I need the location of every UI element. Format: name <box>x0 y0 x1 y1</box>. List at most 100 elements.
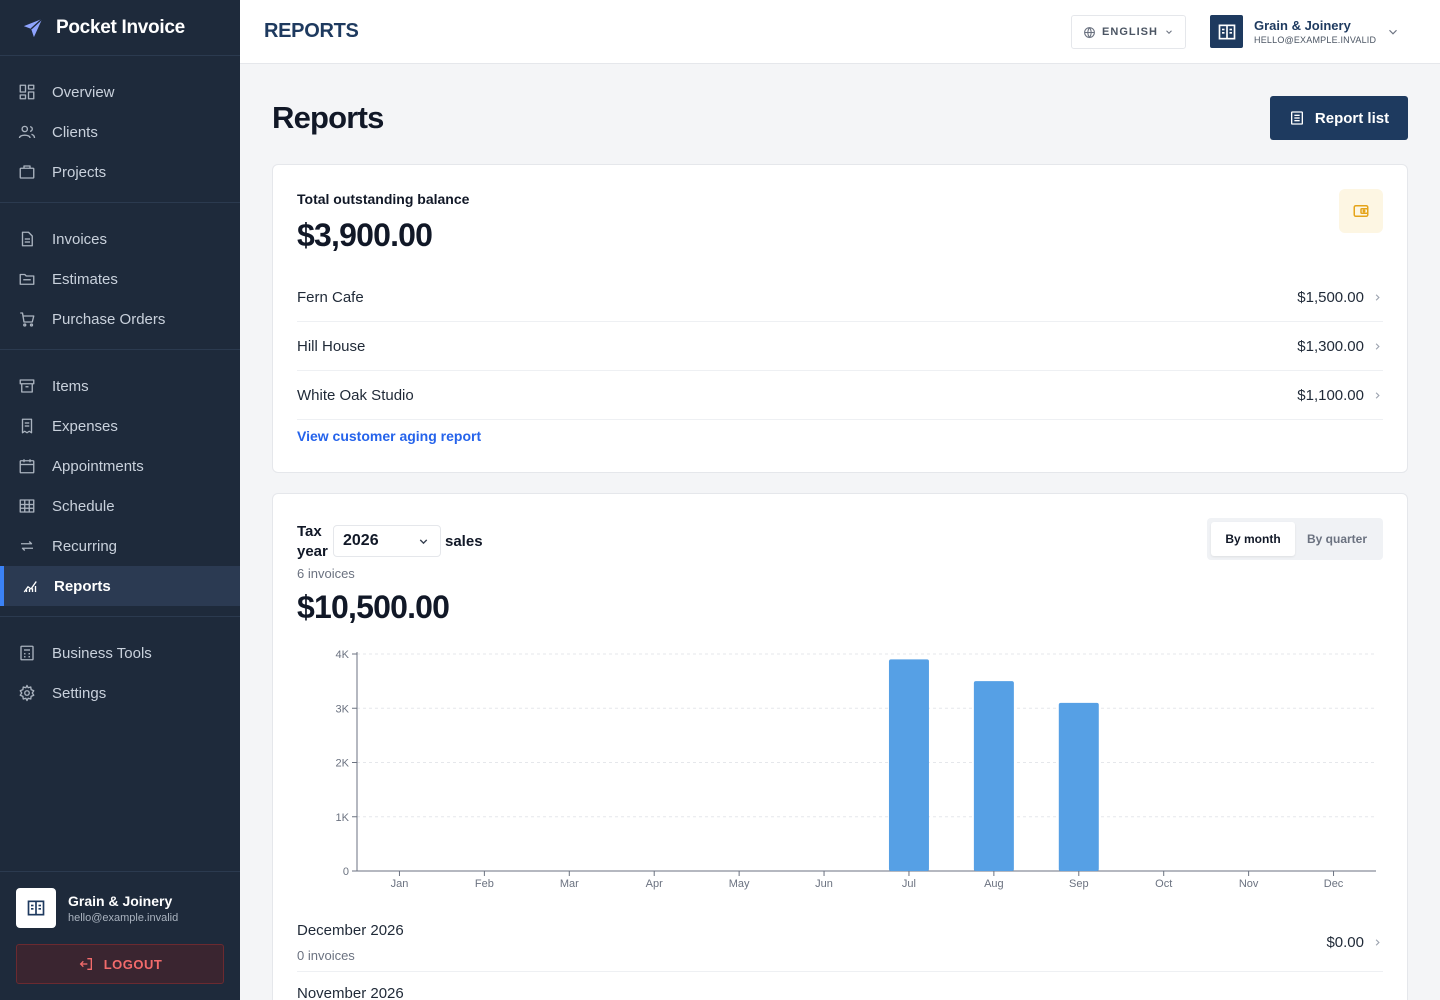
x-tick-label: Sep <box>1069 878 1089 890</box>
sidebar: Pocket Invoice Overview Clients Projects In… <box>0 0 240 1000</box>
balance-amount: $1,100.00 <box>1297 386 1364 404</box>
sidebar-item-purchase-orders[interactable]: Purchase Orders <box>0 299 240 339</box>
sales-card: Tax year 2026 sales 6 invoices $10,500.0… <box>272 493 1408 1000</box>
tax-year-select[interactable]: 2026 <box>333 525 441 557</box>
by-quarter-button[interactable]: By quarter <box>1306 532 1368 546</box>
outstanding-balance-card: Total outstanding balance $3,900.00 Fern… <box>272 164 1408 473</box>
balance-row[interactable]: Hill House $1,300.00 <box>297 322 1383 371</box>
x-tick-label: Apr <box>646 878 663 890</box>
users-icon <box>18 123 36 141</box>
balance-client-name: White Oak Studio <box>297 386 414 404</box>
x-tick-label: Jan <box>391 878 409 890</box>
balance-amount-wrap: $1,500.00 <box>1297 289 1383 306</box>
by-month-button[interactable]: By month <box>1211 522 1295 556</box>
sidebar-group: Overview Clients Projects <box>0 56 240 203</box>
sidebar-item-settings[interactable]: Settings <box>0 673 240 713</box>
chevron-right-icon <box>1375 293 1380 301</box>
sidebar-item-overview[interactable]: Overview <box>0 72 240 112</box>
sidebar-item-label: Recurring <box>52 537 118 555</box>
sidebar-item-estimates[interactable]: Estimates <box>0 259 240 299</box>
y-tick-label: 1K <box>336 812 350 824</box>
brand[interactable]: Pocket Invoice <box>0 0 240 56</box>
sidebar-item-label: Business Tools <box>52 644 152 662</box>
bar-jul <box>888 659 929 871</box>
balance-amount: $1,300.00 <box>1297 337 1364 355</box>
sidebar-item-label: Schedule <box>52 497 115 515</box>
sidebar-item-invoices[interactable]: Invoices <box>0 219 240 259</box>
month-row[interactable]: December 2026 0 invoices $0.00 <box>297 912 1383 972</box>
language-label: ENGLISH <box>1102 26 1158 38</box>
sidebar-group: Invoices Estimates Purchase Orders <box>0 203 240 350</box>
x-tick-label: Oct <box>1155 878 1172 890</box>
sales-total: $10,500.00 <box>297 589 450 625</box>
chevron-right-icon <box>1375 391 1380 399</box>
sidebar-item-clients[interactable]: Clients <box>0 112 240 152</box>
report-list-button[interactable]: Report list <box>1270 96 1408 140</box>
file-icon <box>18 230 36 248</box>
grid-icon <box>18 83 36 101</box>
building-icon <box>1218 24 1235 39</box>
archive-icon <box>18 377 36 395</box>
app-name: Pocket Invoice <box>56 16 185 38</box>
month-amount-wrap: $0.00 <box>1326 934 1383 951</box>
x-tick-label: Jul <box>902 878 916 890</box>
sidebar-item-projects[interactable]: Projects <box>0 152 240 192</box>
sidebar-nav: Overview Clients Projects Invoices Estimates… <box>0 56 240 723</box>
x-tick-label: Feb <box>475 878 494 890</box>
account-menu[interactable]: Grain & Joinery HELLO@EXAMPLE.INVALID <box>1210 15 1376 48</box>
month-invoice-count: 0 invoices <box>297 948 355 963</box>
x-tick-label: Jun <box>815 878 833 890</box>
x-tick-label: Mar <box>560 878 579 890</box>
sidebar-item-label: Settings <box>52 684 107 702</box>
folder-icon <box>18 270 36 288</box>
gear-icon <box>18 684 36 702</box>
sidebar-item-label: Overview <box>52 83 115 101</box>
sales-bar-chart: 0 1K 2K 3K 4K Jan Feb Mar Apr May Jun Jul Aug Sep Oct N… <box>336 649 1376 890</box>
month-row[interactable]: November 2026 <box>297 975 1383 1000</box>
sidebar-item-label: Appointments <box>52 457 144 475</box>
y-tick-label: 2K <box>336 758 350 770</box>
briefcase-icon <box>18 163 36 181</box>
chevron-right-icon <box>1375 342 1380 350</box>
logout-label: LOGOUT <box>103 956 163 972</box>
sidebar-item-reports[interactable]: Reports <box>0 566 240 606</box>
cart-icon <box>18 310 36 328</box>
month-name: December 2026 <box>297 922 404 939</box>
tax-year-value: 2026 <box>343 532 379 549</box>
language-selector[interactable]: ENGLISH <box>1071 15 1186 49</box>
sidebar-group: Items Expenses Appointments Schedule Recurri… <box>0 350 240 617</box>
chevron-down-icon[interactable] <box>1386 25 1400 39</box>
sidebar-item-label: Items <box>52 377 89 395</box>
sidebar-item-appointments[interactable]: Appointments <box>0 446 240 486</box>
sidebar-group: Business Tools Settings <box>0 617 240 723</box>
sidebar-item-label: Estimates <box>52 270 118 288</box>
repeat-icon <box>18 537 36 555</box>
period-toggle: By month By quarter <box>1207 518 1383 560</box>
bar-aug <box>973 681 1014 871</box>
sidebar-item-recurring[interactable]: Recurring <box>0 526 240 566</box>
outstanding-total: $3,900.00 <box>297 217 433 253</box>
customer-aging-link[interactable]: View customer aging report <box>297 428 482 444</box>
balance-amount-wrap: $1,300.00 <box>1297 338 1383 355</box>
logout-button[interactable]: LOGOUT <box>16 944 224 984</box>
bar-sep <box>1058 702 1099 871</box>
sidebar-item-label: Purchase Orders <box>52 310 166 328</box>
sidebar-user-email: hello@example.invalid <box>68 911 179 924</box>
paper-plane-icon <box>23 17 43 37</box>
y-tick-label: 3K <box>336 703 350 715</box>
sidebar-item-schedule[interactable]: Schedule <box>0 486 240 526</box>
sales-label: sales <box>445 533 483 550</box>
sidebar-item-business-tools[interactable]: Business Tools <box>0 633 240 673</box>
sidebar-footer: Grain & Joinery hello@example.invalid LO… <box>0 871 240 1000</box>
sidebar-item-items[interactable]: Items <box>0 366 240 406</box>
sidebar-user[interactable]: Grain & Joinery hello@example.invalid <box>16 888 224 928</box>
balance-row[interactable]: White Oak Studio $1,100.00 <box>297 371 1383 420</box>
account-name: Grain & Joinery <box>1254 18 1351 33</box>
sidebar-item-expenses[interactable]: Expenses <box>0 406 240 446</box>
logout-icon <box>79 958 92 970</box>
sidebar-user-name: Grain & Joinery <box>68 892 173 909</box>
y-tick-label: 0 <box>343 866 349 878</box>
sidebar-item-label: Expenses <box>52 417 118 435</box>
x-tick-label: May <box>729 878 750 890</box>
balance-row[interactable]: Fern Cafe $1,500.00 <box>297 273 1383 322</box>
